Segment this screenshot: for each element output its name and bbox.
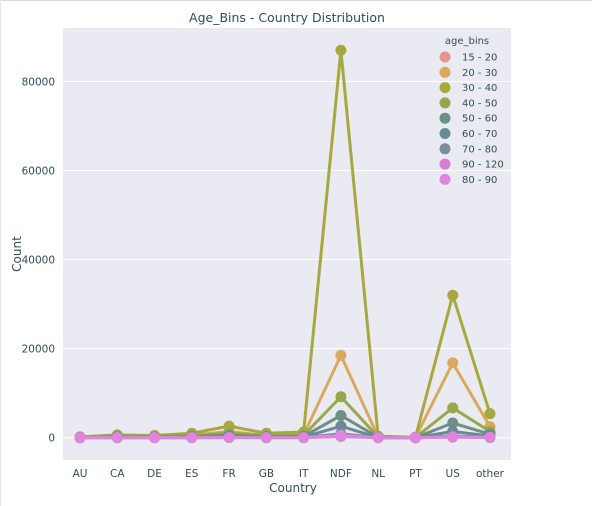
series-group [74, 430, 496, 444]
frame-top-border [0, 0, 592, 1]
legend-marker [439, 82, 451, 94]
legend: age_bins 15 - 20 20 - 30 30 - 40 40 - 50 50 … [439, 36, 504, 186]
legend-marker [439, 143, 451, 155]
data-point [260, 432, 272, 444]
x-tick-label: ES [185, 468, 199, 480]
legend-marker [439, 158, 451, 170]
data-point [335, 420, 347, 432]
data-point [74, 432, 86, 444]
legend-item: 70 - 80 [439, 143, 497, 155]
y-tick-label: 20000 [22, 344, 55, 356]
data-point [409, 432, 421, 444]
y-tick-label: 60000 [22, 166, 55, 178]
legend-label: 90 - 120 [462, 160, 504, 171]
legend-label: 30 - 40 [462, 83, 497, 94]
y-tick-label: 80000 [22, 76, 55, 88]
legend-item: 50 - 60 [439, 112, 497, 125]
chart-title: Age_Bins - Country Distribution [189, 10, 385, 25]
y-tick-label: 0 [48, 433, 55, 445]
legend-label: 40 - 50 [462, 98, 497, 109]
data-point [447, 431, 459, 443]
legend-item: 20 - 30 [439, 66, 497, 79]
x-tick-label: FR [222, 468, 235, 480]
data-point [335, 44, 347, 56]
y-tick-labels: 0 20000 40000 60000 80000 [22, 76, 55, 444]
data-point [335, 349, 347, 361]
data-point [335, 391, 347, 403]
data-point [111, 432, 123, 444]
data-point [484, 431, 496, 443]
legend-marker [439, 66, 451, 78]
data-point [149, 432, 161, 444]
legend-label: 50 - 60 [462, 114, 497, 125]
legend-item: 30 - 40 [439, 82, 497, 94]
x-tick-labels: AU CA DE ES FR GB IT NDF NL PT US other [73, 468, 505, 480]
data-point [484, 408, 496, 420]
data-point [335, 409, 347, 421]
x-tick-label: DE [147, 468, 162, 480]
x-tick-label: other [476, 468, 505, 480]
legend-label: 70 - 80 [462, 144, 497, 155]
legend-marker [439, 173, 451, 185]
x-tick-label: NDF [330, 468, 352, 480]
legend-item: 40 - 50 [439, 97, 497, 109]
legend-item: 60 - 70 [439, 128, 497, 140]
legend-label: 80 - 90 [462, 175, 497, 186]
plot-background [63, 28, 511, 460]
x-axis-label: Country [269, 481, 317, 495]
x-tick-label: AU [73, 468, 88, 480]
legend-marker [439, 51, 451, 63]
data-point [223, 432, 235, 444]
data-point [447, 417, 459, 429]
data-point [186, 432, 198, 444]
frame-left-border [0, 0, 1, 506]
y-tick-label: 40000 [22, 255, 55, 267]
y-axis-label: Count [10, 236, 24, 272]
legend-item: 90 - 120 [439, 158, 504, 171]
x-tick-label: GB [259, 468, 274, 480]
x-tick-label: NL [371, 468, 385, 480]
data-point [447, 402, 459, 414]
legend-item: 80 - 90 [439, 173, 497, 186]
data-point [447, 289, 459, 301]
x-tick-label: US [446, 468, 461, 480]
legend-marker [439, 97, 451, 109]
data-point [447, 357, 459, 369]
series-layer [74, 44, 496, 444]
legend-label: 60 - 70 [462, 129, 497, 140]
legend-title: age_bins [445, 36, 489, 47]
x-tick-label: IT [299, 468, 309, 480]
x-tick-label: CA [110, 468, 125, 480]
legend-marker [439, 112, 451, 124]
series-line [78, 434, 492, 440]
data-point [372, 432, 384, 444]
data-point [298, 432, 310, 444]
x-tick-label: PT [409, 468, 422, 480]
data-point [335, 430, 347, 442]
legend-marker [439, 128, 451, 139]
legend-label: 15 - 20 [462, 53, 497, 64]
legend-item: 15 - 20 [439, 51, 497, 64]
legend-label: 20 - 30 [462, 68, 497, 79]
